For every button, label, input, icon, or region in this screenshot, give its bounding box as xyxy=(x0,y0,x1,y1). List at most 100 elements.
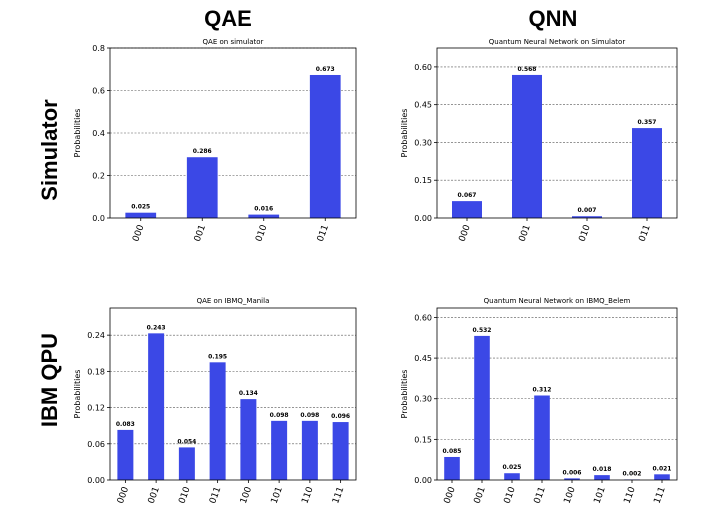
y-axis-label: Probabilities xyxy=(400,370,409,419)
bar xyxy=(632,128,662,218)
y-tick-label: 0.45 xyxy=(414,354,432,363)
bar xyxy=(534,395,550,480)
x-tick-label: 010 xyxy=(503,485,518,505)
chart-panel: 0.085 000 0.532 001 0.025 010 0.312 011 0.006 100… xyxy=(400,297,678,506)
bar xyxy=(452,201,482,218)
data-label: 0.085 xyxy=(443,448,462,455)
chart-title: QAE on simulator xyxy=(203,38,264,46)
data-label: 0.006 xyxy=(563,469,582,476)
bar xyxy=(148,333,165,480)
data-label: 0.096 xyxy=(331,413,350,420)
y-tick-label: 0.60 xyxy=(414,313,432,322)
data-label: 0.673 xyxy=(316,66,335,73)
x-tick-label: 011 xyxy=(638,224,653,244)
y-tick-label: 0.45 xyxy=(414,101,432,110)
y-tick-label: 0.30 xyxy=(414,395,432,404)
data-label: 0.195 xyxy=(208,353,227,360)
bar xyxy=(125,212,157,218)
y-tick-label: 0.12 xyxy=(87,404,105,413)
chart-panels: 0.025 000 0.286 001 0.016 010 0.673 011 0.0 0.2 0.… xyxy=(73,38,678,506)
x-tick-label: 001 xyxy=(193,224,208,244)
y-tick-label: 0.0 xyxy=(92,214,105,223)
x-tick-label: 001 xyxy=(147,486,162,506)
y-tick-label: 0.15 xyxy=(414,435,432,444)
bar xyxy=(209,362,226,480)
data-label: 0.312 xyxy=(533,386,552,393)
bar xyxy=(301,420,318,480)
data-label: 0.007 xyxy=(578,207,597,214)
x-tick-label: 001 xyxy=(473,486,488,506)
chart-panel: 0.083 000 0.243 001 0.054 010 0.195 011 0.134 100… xyxy=(73,297,357,506)
row-header-ibm-qpu: IBM QPU xyxy=(37,333,62,427)
data-label: 0.002 xyxy=(623,470,642,477)
bar xyxy=(186,157,218,218)
x-tick-label: 010 xyxy=(177,485,192,505)
data-label: 0.021 xyxy=(653,465,672,472)
x-tick-label: 011 xyxy=(533,486,548,506)
y-tick-label: 0.00 xyxy=(87,476,105,485)
bar xyxy=(271,420,288,480)
x-tick-label: 110 xyxy=(623,485,638,505)
x-tick-label: 000 xyxy=(131,223,146,243)
y-axis-label: Probabilities xyxy=(400,109,409,158)
x-tick-label: 011 xyxy=(316,224,331,244)
data-label: 0.134 xyxy=(239,390,258,397)
data-label: 0.018 xyxy=(593,466,612,473)
y-tick-label: 0.00 xyxy=(414,214,432,223)
y-axis-label: Probabilities xyxy=(73,370,82,419)
bar xyxy=(178,447,195,480)
x-tick-label: 101 xyxy=(593,486,608,506)
x-tick-label: 111 xyxy=(653,486,668,506)
bar xyxy=(248,214,280,218)
y-tick-label: 0.06 xyxy=(87,440,105,449)
bar xyxy=(309,74,341,218)
bar xyxy=(594,475,610,480)
data-label: 0.083 xyxy=(116,421,135,428)
data-label: 0.243 xyxy=(147,324,166,331)
bar xyxy=(240,399,257,480)
bar xyxy=(117,429,134,480)
plot-frame xyxy=(436,47,678,219)
chart-title: Quantum Neural Network on IBMQ_Belem xyxy=(484,297,631,305)
x-tick-label: 001 xyxy=(518,224,533,244)
chart-title: Quantum Neural Network on Simulator xyxy=(489,38,626,46)
data-label: 0.357 xyxy=(638,119,657,126)
y-tick-label: 0.18 xyxy=(87,367,105,376)
data-label: 0.568 xyxy=(518,66,537,73)
plot-frame xyxy=(436,307,678,481)
x-tick-label: 010 xyxy=(578,223,593,243)
bar xyxy=(444,456,460,480)
data-label: 0.067 xyxy=(458,192,477,199)
data-label: 0.098 xyxy=(270,412,289,419)
data-label: 0.016 xyxy=(254,206,273,213)
y-tick-label: 0.60 xyxy=(414,63,432,72)
x-tick-label: 000 xyxy=(443,485,458,505)
data-label: 0.025 xyxy=(131,204,150,211)
bar xyxy=(564,478,580,480)
y-tick-label: 0.00 xyxy=(414,476,432,485)
data-label: 0.532 xyxy=(473,327,492,334)
bar xyxy=(512,74,542,218)
bar xyxy=(572,216,602,218)
x-tick-label: 111 xyxy=(331,486,346,506)
y-tick-label: 0.24 xyxy=(87,331,105,340)
chart-panel: 0.067 000 0.568 001 0.007 010 0.357 011 0.00 0.15… xyxy=(400,38,678,244)
x-tick-label: 011 xyxy=(208,486,223,506)
column-header-qae: QAE xyxy=(204,6,252,31)
data-label: 0.025 xyxy=(503,464,522,471)
x-tick-label: 101 xyxy=(270,486,285,506)
row-header-simulator: Simulator xyxy=(37,99,62,201)
x-tick-label: 010 xyxy=(254,223,269,243)
column-header-qnn: QNN xyxy=(529,6,578,31)
bar xyxy=(474,335,490,480)
x-tick-label: 100 xyxy=(239,485,254,505)
x-tick-label: 000 xyxy=(116,485,131,505)
bar xyxy=(504,473,520,480)
data-label: 0.098 xyxy=(300,412,319,419)
y-tick-label: 0.8 xyxy=(92,44,105,53)
y-tick-label: 0.6 xyxy=(92,87,105,96)
x-tick-label: 100 xyxy=(563,485,578,505)
x-tick-label: 110 xyxy=(300,485,315,505)
chart-title: QAE on IBMQ_Manila xyxy=(197,297,270,305)
